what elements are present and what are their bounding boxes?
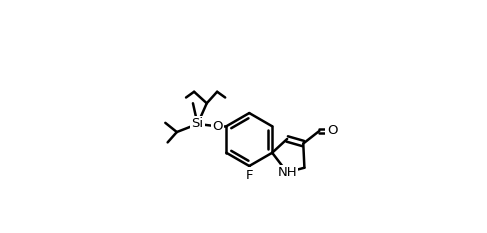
Text: Si: Si [191,117,204,130]
Text: O: O [212,120,223,133]
Text: O: O [327,124,337,137]
Text: F: F [245,169,253,182]
Text: NH: NH [277,166,297,179]
